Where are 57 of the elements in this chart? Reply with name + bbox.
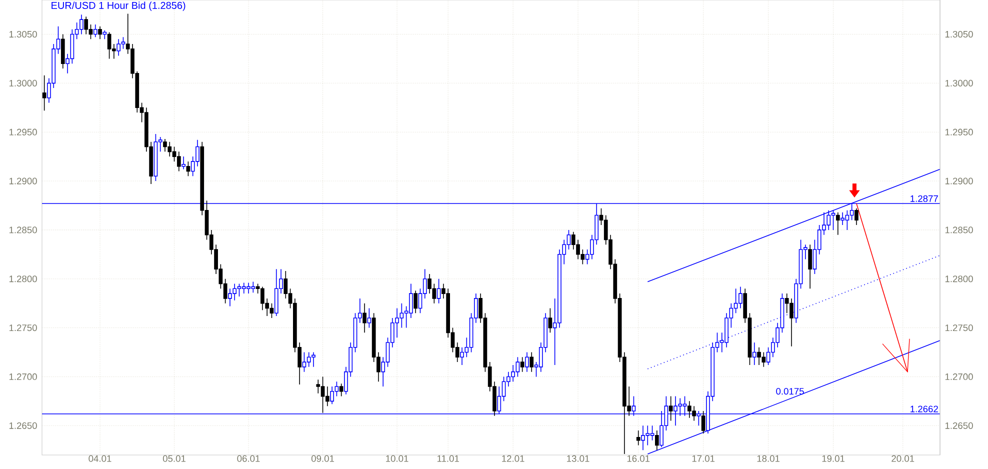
candlestick bbox=[93, 24, 98, 38]
y2-tick-label: 1.2850 bbox=[945, 226, 973, 234]
candlestick bbox=[701, 410, 706, 434]
y-tick-label: 1.2700 bbox=[9, 373, 37, 380]
x-tick-label: 18.01 bbox=[757, 455, 780, 462]
candlestick bbox=[530, 352, 534, 372]
candlestick bbox=[636, 430, 640, 446]
candlestick bbox=[182, 156, 186, 170]
x-tick-label: 06.01 bbox=[237, 455, 260, 462]
y-tick-label: 1.3000 bbox=[9, 80, 37, 86]
candlestick bbox=[176, 151, 181, 172]
x-tick-label: 05.01 bbox=[162, 455, 186, 462]
y-tick-label: 1.2750 bbox=[9, 324, 37, 332]
ref-line-label: 1.2662 bbox=[910, 406, 938, 412]
y2-tick-label: 1.2900 bbox=[945, 178, 973, 184]
x-tick-label: 16.01 bbox=[627, 455, 650, 462]
x-tick-label: 12.01 bbox=[502, 455, 524, 462]
x-tick-label: 04.01 bbox=[88, 455, 112, 462]
candlestick bbox=[84, 16, 88, 35]
annotation: 0.0175 bbox=[776, 388, 804, 395]
y2-tick-label: 1.2700 bbox=[945, 373, 973, 380]
candlestick bbox=[548, 308, 552, 334]
candlestick bbox=[854, 208, 858, 226]
y2-tick-label: 1.3000 bbox=[945, 80, 973, 86]
candlestick bbox=[339, 383, 344, 397]
x-tick-label: 20.01 bbox=[892, 455, 914, 462]
candlestick bbox=[414, 290, 418, 314]
candlestick bbox=[836, 212, 840, 236]
chart-title: EUR/USD 1 Hour Bid (1.2856) bbox=[52, 2, 186, 11]
y2-tick-label: 1.2950 bbox=[945, 128, 973, 136]
y-tick-label: 1.2950 bbox=[9, 128, 37, 136]
x-tick-label: 19.01 bbox=[822, 455, 844, 462]
y-tick-label: 1.3050 bbox=[9, 30, 37, 38]
candlestick bbox=[362, 302, 366, 334]
y2-tick-label: 1.2750 bbox=[945, 324, 973, 332]
x-tick-label: 13.01 bbox=[567, 455, 590, 462]
x-tick-label: 17.01 bbox=[692, 455, 715, 462]
x-tick-label: 11.01 bbox=[437, 455, 459, 462]
candlestick bbox=[116, 38, 121, 56]
y-tick-label: 1.2900 bbox=[9, 178, 37, 184]
y2-tick-label: 1.2650 bbox=[945, 422, 973, 429]
ref-line-label: 1.2877 bbox=[910, 195, 938, 202]
candlestick bbox=[808, 244, 812, 290]
candlestick bbox=[60, 34, 65, 69]
y-tick-label: 1.2850 bbox=[9, 226, 37, 234]
y-tick-label: 1.2650 bbox=[9, 422, 37, 429]
y2-tick-label: 1.3050 bbox=[945, 30, 973, 38]
x-tick-label: 09.01 bbox=[311, 455, 334, 462]
candlestick bbox=[520, 356, 524, 372]
x-tick-label: 10.01 bbox=[386, 455, 408, 462]
candlestick bbox=[525, 352, 529, 372]
y-tick-label: 1.2800 bbox=[9, 276, 37, 282]
candlestick bbox=[668, 396, 673, 422]
candlestick bbox=[752, 342, 756, 366]
y2-tick-label: 1.2800 bbox=[945, 276, 973, 282]
candlestick bbox=[98, 26, 102, 40]
candlestick bbox=[654, 430, 659, 451]
